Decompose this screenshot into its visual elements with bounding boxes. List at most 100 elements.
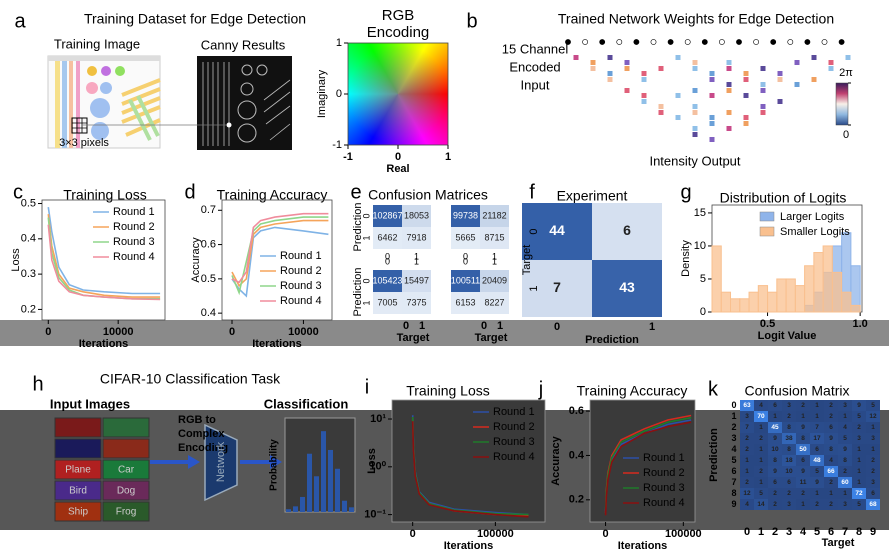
cell-value: 7005: [377, 297, 397, 307]
matrix-cell: [810, 499, 824, 510]
x-tick-label: 0: [744, 526, 750, 538]
weight: [709, 121, 715, 126]
hist-bar: [739, 298, 750, 313]
y-tick-label: 4: [731, 444, 736, 454]
matrix-cell: [838, 499, 852, 510]
matrix-cell: [810, 444, 824, 455]
matrix-cell: [740, 488, 754, 499]
matrix-cell: [810, 466, 824, 477]
matrix-cell: [451, 227, 480, 249]
matrix-cell: [451, 205, 480, 227]
x-axis-label: Iterations: [444, 540, 494, 552]
weight: [641, 93, 647, 98]
weight: [590, 60, 596, 65]
cell-value: 10: [771, 446, 779, 453]
cell-value: 3: [787, 501, 791, 508]
hist-bar: [850, 304, 861, 313]
matrix-cell: [810, 411, 824, 422]
label: 15 Channel: [502, 41, 569, 56]
matrix-cell: [824, 477, 838, 488]
matrix-cell: [768, 400, 782, 411]
x-tick-label: 0: [403, 320, 409, 332]
weight: [726, 88, 732, 93]
network-diagram: [150, 423, 282, 502]
legend-swatch: [759, 211, 775, 222]
matrix-cell: [373, 227, 402, 249]
label: Training Image: [54, 36, 140, 51]
matrix-cell: [782, 488, 796, 499]
x-tick-label: 1: [414, 251, 419, 261]
y-tick-label: 1: [731, 411, 736, 421]
x-axis-label: Logit Value: [758, 330, 817, 342]
matrix-cell: [451, 292, 480, 314]
weight: [760, 82, 766, 87]
matrix-cell: [768, 499, 782, 510]
y-tick-label: 10: [694, 240, 706, 252]
cell-value: 6: [623, 222, 631, 238]
matrix-cell: [838, 444, 852, 455]
cell-value: 1: [871, 424, 875, 431]
matrix-cell: [810, 400, 824, 411]
matrix-cell: [782, 433, 796, 444]
matrix-cell: [740, 466, 754, 477]
weight: [760, 104, 766, 109]
cell-value: 7: [553, 279, 561, 295]
matrix-cell: [852, 499, 866, 510]
matrix-cell: [480, 270, 509, 292]
input-node: [650, 39, 657, 45]
matrix-cell: [852, 400, 866, 411]
weight: [709, 93, 715, 98]
panel-letter: e: [350, 181, 361, 203]
x-tick-label: 0: [463, 256, 468, 266]
cell-value: 5: [843, 435, 847, 442]
cell-value: 2: [759, 468, 763, 475]
weight: [641, 77, 647, 82]
matrix-cell: [852, 455, 866, 466]
y-axis-label: Accuracy: [190, 237, 202, 283]
x-tick-label: 9: [870, 526, 876, 538]
cell-value: 3: [843, 402, 847, 409]
weight: [743, 93, 749, 98]
cell-value: 18: [785, 457, 793, 464]
legend-label: Round 3: [493, 436, 535, 448]
y-tick-label: 3: [731, 433, 736, 443]
bar: [335, 468, 340, 512]
cell-value: 2: [745, 446, 749, 453]
bar: [286, 509, 291, 512]
cell-value: 44: [549, 222, 565, 238]
bar: [300, 496, 305, 512]
matrix-cell: [796, 466, 810, 477]
cell-value: 11: [800, 479, 807, 486]
cell-value: 7375: [406, 297, 426, 307]
matrix-cell: [754, 411, 768, 422]
y-axis-label: Accuracy: [550, 435, 562, 485]
cell-value: 2: [829, 413, 833, 420]
bar: [293, 506, 298, 512]
legend-label: Larger Logits: [780, 211, 845, 223]
matrix-cell: [796, 411, 810, 422]
weight: [794, 60, 800, 65]
hist-bar: [813, 252, 824, 313]
input-node: [701, 39, 708, 45]
cell-value: 10: [785, 468, 793, 475]
cell-value: 12: [869, 413, 877, 420]
series-line: [47, 224, 161, 301]
y-axis-label: Loss: [10, 248, 22, 272]
x-tick-label: 0: [229, 326, 235, 338]
y-tick-label: 1: [528, 285, 540, 291]
weight: [692, 104, 698, 109]
hist-bar: [831, 271, 843, 313]
cell-value: 6: [815, 446, 819, 453]
y-axis-label: Probability: [269, 439, 280, 491]
cell-value: 99738: [453, 210, 478, 220]
weight: [777, 77, 783, 82]
hist-bar: [757, 285, 769, 313]
cell-value: 45: [771, 424, 779, 431]
cell-value: 2: [773, 501, 777, 508]
y-tick-label: 0: [700, 306, 706, 318]
input-image: [54, 417, 102, 438]
cell-value: 68: [869, 501, 877, 508]
cell-value: 105423: [372, 275, 402, 285]
x-tick-label: 4: [800, 526, 807, 538]
y-tick-label: 15: [694, 207, 706, 219]
